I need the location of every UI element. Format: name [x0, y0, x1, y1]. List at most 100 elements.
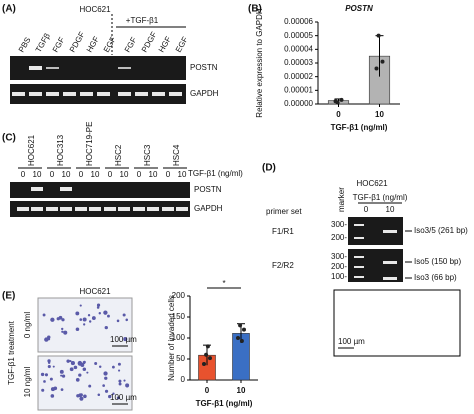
cell [96, 306, 100, 309]
cell [66, 359, 70, 363]
lane-label: PDGF [140, 30, 159, 54]
cell [61, 330, 64, 333]
band [97, 92, 110, 96]
cell [47, 335, 51, 339]
data-point [236, 336, 240, 340]
cell [103, 371, 108, 376]
primer: F2/R2 [272, 261, 294, 270]
cell [79, 318, 83, 321]
cell [60, 374, 63, 377]
annotation: * [222, 279, 225, 288]
cell [75, 378, 80, 382]
cell [44, 337, 49, 342]
cell [83, 323, 86, 326]
cell [125, 318, 129, 322]
y-tick-label: 100 [172, 333, 186, 342]
cell [47, 364, 51, 369]
band [60, 207, 72, 211]
band [60, 187, 72, 191]
cell-line: HSC2 [114, 144, 123, 166]
cell [104, 376, 108, 380]
y-tick-label: 0.00006 [284, 17, 313, 26]
y-tick-label: 0.00003 [284, 58, 313, 67]
band [31, 207, 43, 211]
band [383, 277, 397, 280]
data-point [208, 356, 212, 361]
lane-label: HGF [85, 35, 101, 54]
cell [112, 392, 115, 395]
cell [87, 314, 91, 317]
dose: 0 [50, 170, 55, 179]
y-tick-label: 0.00001 [284, 85, 313, 94]
cell [88, 320, 92, 323]
band [63, 92, 76, 96]
data-point [380, 59, 385, 64]
cell [75, 311, 80, 316]
cell [88, 384, 92, 388]
band [147, 207, 159, 211]
cell [61, 318, 65, 322]
cell [122, 313, 126, 317]
cell [118, 379, 122, 383]
cell [47, 361, 51, 364]
cell [41, 388, 45, 392]
cell [108, 394, 112, 399]
lane-label: HGF [157, 35, 173, 54]
cell [82, 361, 86, 364]
dose: 10 [149, 170, 158, 179]
ladder-band [354, 266, 364, 268]
band [80, 92, 93, 96]
cell [52, 365, 55, 368]
y-axis-label: Number of invaded cells [167, 295, 176, 381]
cell [96, 303, 101, 307]
cell [98, 365, 102, 368]
cell [79, 304, 82, 307]
panel-label: (A) [2, 4, 16, 15]
band [75, 207, 87, 211]
cell [83, 394, 87, 399]
band [383, 230, 397, 233]
treatment: TGF-β1 treatment [7, 320, 16, 385]
band [89, 207, 101, 211]
y-tick-label: 0.00005 [284, 31, 313, 40]
band-label: POSTN [194, 185, 222, 194]
cells [40, 303, 130, 401]
cell [44, 373, 49, 377]
x-tick-label: 0 [336, 110, 341, 119]
y-tick-label: 0.00002 [284, 72, 313, 81]
cell [118, 382, 122, 386]
cell [47, 359, 51, 363]
marker-label: marker [337, 187, 346, 212]
band [31, 187, 43, 191]
ladder-band [354, 256, 364, 258]
product: Iso3/5 (261 bp) [414, 226, 468, 235]
cell-line: HOC719-PE [85, 122, 94, 166]
chart-title: POSTN [345, 4, 373, 13]
primer: F1/R1 [272, 227, 294, 236]
ladder-band [354, 276, 364, 278]
band [176, 207, 188, 211]
band [133, 207, 145, 211]
cell-line: HOC621 [79, 287, 111, 296]
data-point [333, 99, 338, 104]
band [118, 67, 131, 69]
band [29, 66, 42, 70]
data-point [204, 352, 209, 357]
cell [69, 360, 72, 363]
dose: 10 [91, 170, 100, 179]
dose: 10 [33, 170, 42, 179]
ladder: 200- [331, 262, 347, 271]
cell [43, 380, 46, 383]
dose-label: TGF-β1 (ng/ml) [188, 169, 243, 178]
cell-line: HSC4 [172, 144, 181, 166]
band [169, 92, 182, 96]
ladder: 300- [331, 220, 347, 229]
scale-label: 100 µm [338, 337, 365, 346]
ladder: 100- [331, 272, 347, 281]
cell [116, 396, 120, 400]
x-tick-label: 10 [375, 110, 384, 119]
cell [79, 396, 84, 401]
cell [50, 387, 55, 392]
band-label: POSTN [190, 63, 218, 72]
cell [50, 394, 55, 398]
